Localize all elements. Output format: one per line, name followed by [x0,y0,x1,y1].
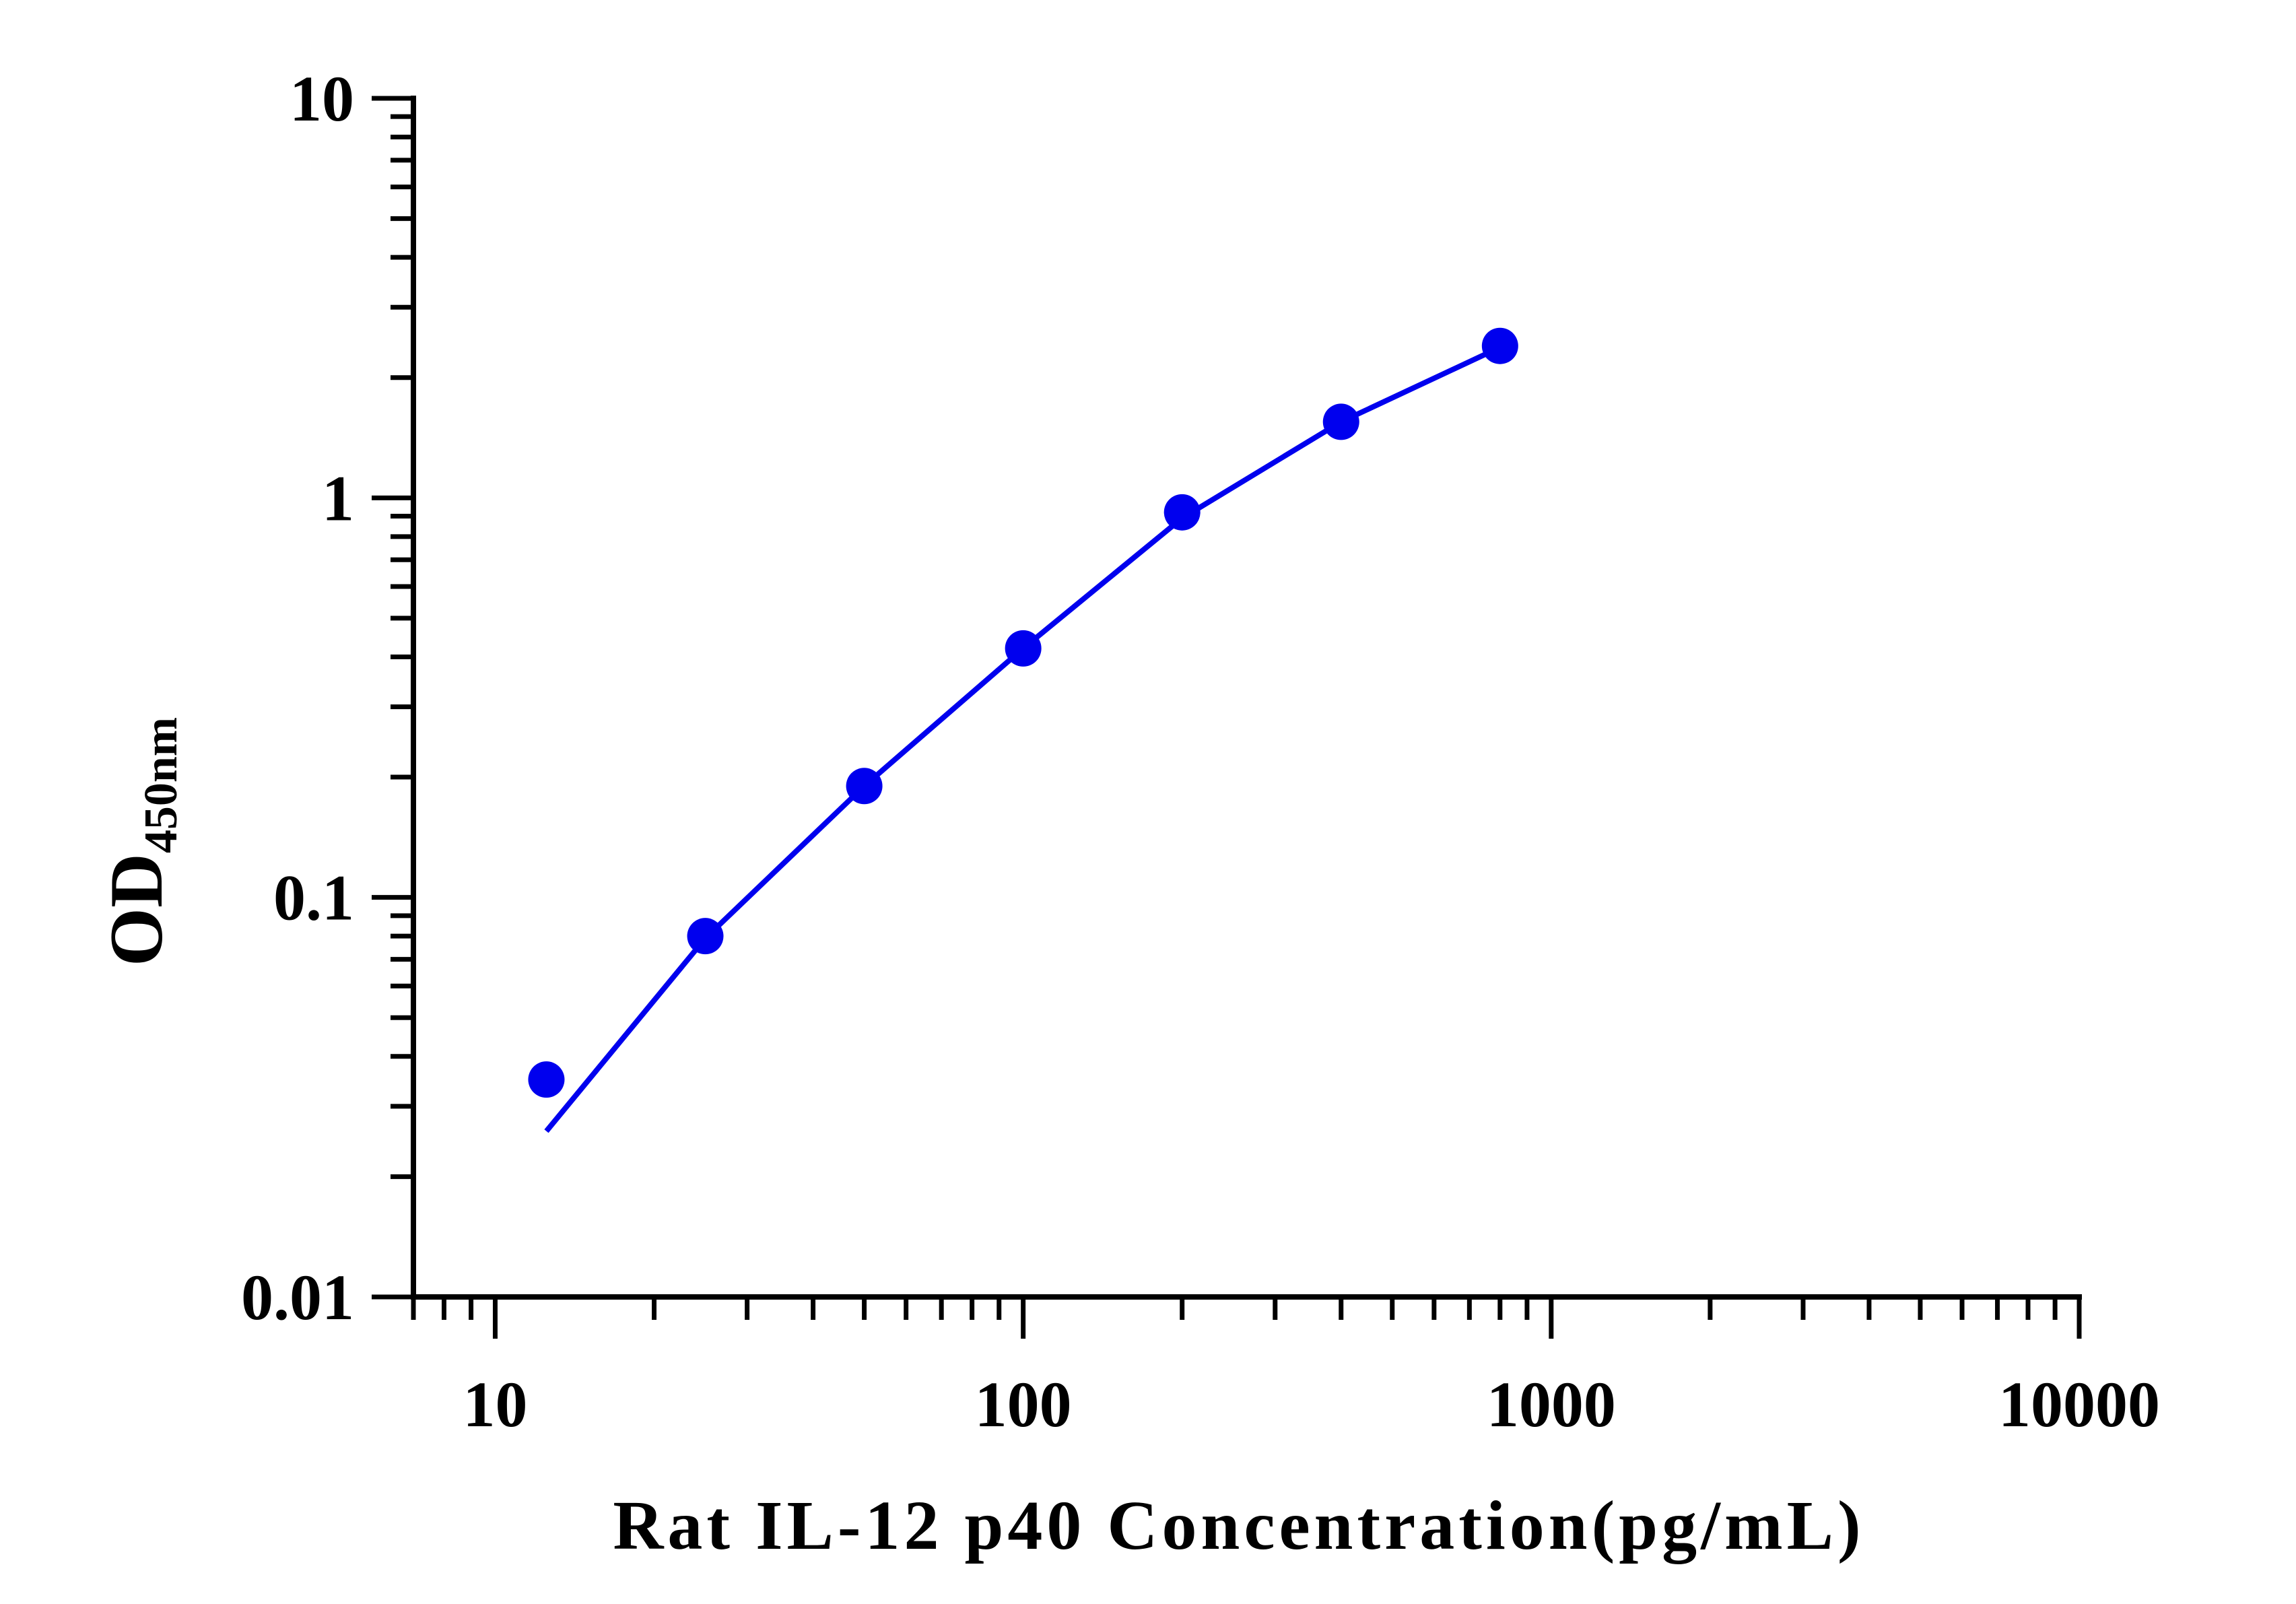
data-point [1322,403,1359,440]
x-tick-label: 10 [463,1368,527,1440]
tick-labels: 0.01 0.1 1 10 10 100 1000 10000 [241,63,2160,1440]
axes [411,96,2082,1300]
y-tick-label: 10 [290,63,354,135]
y-axis-title-subscript: 450nm [135,717,187,853]
y-axis-title-main: OD [95,853,178,966]
y-tick-label: 0.1 [273,862,354,934]
x-tick-label: 1000 [1487,1368,1616,1440]
fit-curve-group [544,345,1501,1133]
y-axis-title: OD450nm [95,717,187,966]
data-points [528,327,1518,1098]
x-axis-title: Rat IL-12 p40 Concentration(pg/mL) [613,1487,1864,1564]
x-tick-label: 10000 [1998,1368,2160,1440]
data-point [1005,630,1042,667]
tick-marks [372,96,2082,1339]
data-point [1163,494,1201,531]
data-point [1481,327,1518,364]
data-point [846,768,883,805]
data-point [687,918,724,955]
fit-curve [544,345,1501,1133]
data-point [528,1061,565,1098]
y-tick-label: 1 [322,462,354,534]
y-tick-label: 0.01 [241,1261,354,1333]
x-tick-label: 100 [975,1368,1072,1440]
